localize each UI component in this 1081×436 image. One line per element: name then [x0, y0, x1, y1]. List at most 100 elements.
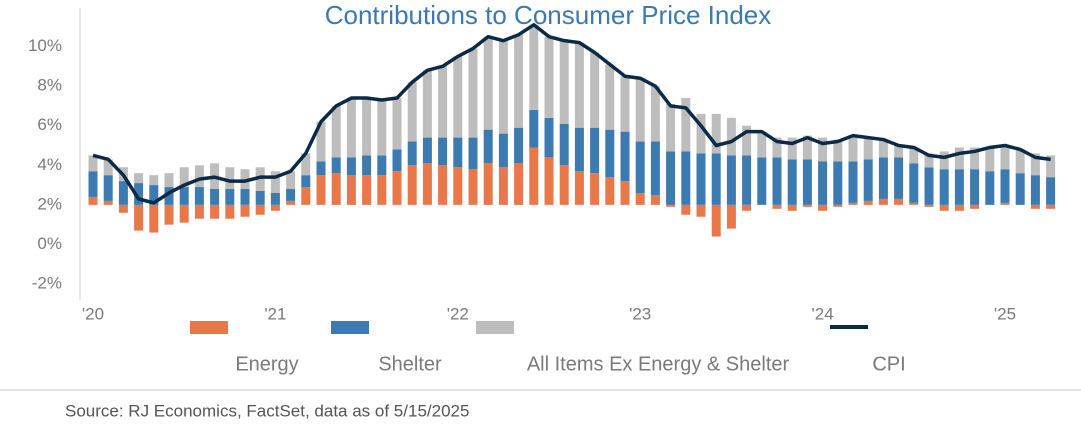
bar-segment [909, 163, 919, 203]
bar-segment [696, 113, 706, 154]
bar-segment [331, 105, 341, 158]
bar-segment [331, 173, 341, 205]
bar-segment [757, 157, 767, 205]
bar-segment [787, 204, 797, 211]
legend-label: Energy [235, 353, 298, 375]
bar-segment [1030, 175, 1040, 205]
bar-segment [681, 98, 691, 152]
bar-segment [316, 121, 326, 162]
bar-segment [970, 147, 980, 170]
bar-segment [772, 137, 782, 158]
bar-segment [134, 173, 144, 184]
bar-segment [620, 76, 630, 132]
bar-segment [681, 204, 691, 215]
legend-swatch [331, 321, 369, 334]
bar-segment [909, 147, 919, 164]
bar-segment [711, 113, 721, 154]
legend-label: CPI [872, 353, 905, 375]
bar-segment [286, 189, 296, 201]
bar-segment [194, 165, 204, 188]
bar-segment [88, 155, 98, 172]
bar-segment [985, 147, 995, 172]
bar-segment [529, 24, 539, 110]
bar-segment [362, 155, 372, 176]
bar-segment [514, 163, 524, 205]
cpi-line [92, 23, 1051, 205]
bar-segment [453, 56, 463, 138]
bar-segment [422, 163, 432, 205]
bar-segment [270, 204, 280, 211]
bar-segment [483, 163, 493, 205]
bar-segment [590, 127, 600, 174]
bar-segment [134, 183, 144, 205]
bar-segment [225, 189, 235, 205]
bar-segment [681, 151, 691, 205]
bar-segment [863, 137, 873, 160]
bar-segment [544, 117, 554, 158]
bar-segment [194, 204, 204, 219]
bar-segment [818, 161, 828, 205]
bar-segment [453, 167, 463, 205]
bar-segment [848, 161, 858, 203]
bar-segment [514, 34, 524, 128]
bar-segment [939, 169, 949, 205]
x-tick-label: '24 [812, 304, 834, 323]
bar-segment [726, 117, 736, 156]
bar-segment [666, 103, 676, 152]
legend-label: All Items Ex Energy & Shelter [527, 353, 790, 375]
y-tick-label: 0% [37, 234, 62, 253]
bar-segment [1030, 153, 1040, 176]
bar-segment [1000, 202, 1010, 205]
x-tick-label: '23 [629, 304, 651, 323]
bar-segment [666, 151, 676, 205]
bar-segment [863, 159, 873, 201]
bar-segment [1000, 169, 1010, 203]
bar-segment [742, 125, 752, 156]
bar-segment [620, 131, 630, 182]
bar-segment [362, 175, 372, 205]
bar-segment [468, 169, 478, 205]
legend-label: Shelter [378, 353, 442, 375]
bar-segment [346, 157, 356, 176]
legend-swatch [190, 321, 228, 334]
bar-segment [970, 204, 980, 209]
bar-segment [559, 40, 569, 124]
bar-segment [210, 189, 220, 205]
bar-segment [392, 149, 402, 172]
bar-segment [483, 36, 493, 130]
bar-segment [346, 175, 356, 205]
bar-segment [346, 98, 356, 158]
bar-segment [772, 157, 782, 205]
bar-segment [635, 192, 645, 205]
bar-segment [149, 204, 159, 233]
bar-segment [179, 167, 189, 188]
y-tick-label: 2% [37, 194, 62, 213]
bar-segment [255, 191, 265, 205]
bar-segment [149, 175, 159, 186]
bar-segment [468, 137, 478, 170]
bar-segment [650, 86, 660, 142]
bar-segment [438, 165, 448, 205]
bar-segment [392, 98, 402, 150]
bar-segment [301, 187, 311, 205]
bar-segment [787, 137, 797, 160]
bar-segment [103, 159, 113, 176]
bar-segment [301, 175, 311, 188]
bar-segment [802, 204, 812, 207]
source: Source: RJ Economics, FactSet, data as o… [65, 401, 469, 420]
x-tick-label: '21 [264, 304, 286, 323]
bar-segment [696, 204, 706, 217]
bar-segment [270, 192, 280, 205]
bar-segment [498, 133, 508, 168]
bar-segment [498, 40, 508, 134]
bar-segment [605, 64, 615, 130]
bar-segment [711, 153, 721, 205]
bar-segment [1000, 145, 1010, 170]
legend-swatch [476, 321, 514, 334]
bar-segment [331, 157, 341, 174]
x-tick-label: '22 [447, 304, 469, 323]
bar-segment [574, 171, 584, 205]
bar-segment [316, 161, 326, 176]
bar-segment [590, 173, 600, 205]
bar-segment [772, 204, 782, 209]
